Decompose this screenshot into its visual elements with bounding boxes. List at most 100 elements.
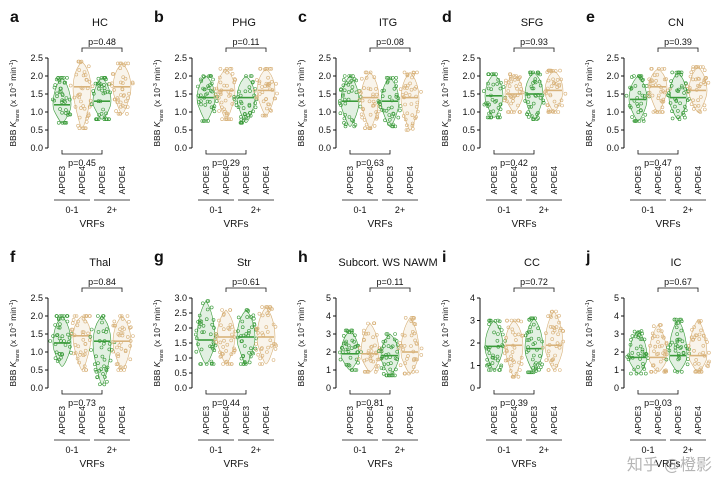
vrf-group-label: 2+ bbox=[683, 445, 693, 455]
data-point bbox=[676, 109, 680, 113]
data-point bbox=[57, 357, 61, 362]
data-point bbox=[552, 328, 557, 333]
data-point bbox=[364, 70, 369, 75]
data-point bbox=[674, 317, 679, 322]
violin-apoe3-vrf01 bbox=[338, 328, 363, 372]
data-point bbox=[402, 70, 407, 75]
vrf-group-label: 2+ bbox=[683, 205, 693, 215]
data-point bbox=[56, 121, 61, 125]
data-point bbox=[232, 95, 236, 99]
data-point bbox=[655, 367, 660, 372]
data-point bbox=[531, 117, 535, 121]
data-point bbox=[115, 345, 119, 350]
data-point bbox=[679, 73, 684, 77]
data-point bbox=[126, 61, 130, 66]
data-point bbox=[527, 317, 532, 322]
data-point bbox=[405, 83, 410, 88]
x-tick-label: APOE3 bbox=[489, 166, 499, 195]
y-tick-label: 1.5 bbox=[174, 89, 187, 99]
data-point bbox=[123, 104, 128, 109]
data-point bbox=[241, 106, 246, 110]
data-point bbox=[264, 305, 268, 309]
data-point bbox=[70, 321, 75, 325]
data-point bbox=[349, 346, 354, 351]
y-tick-label: 0.5 bbox=[30, 125, 43, 135]
data-point bbox=[58, 314, 63, 318]
data-point bbox=[118, 327, 122, 332]
p-value-top: p=0.39 bbox=[664, 37, 692, 47]
data-point bbox=[639, 74, 644, 78]
data-point bbox=[266, 345, 270, 350]
violin-apoe3-vrf01 bbox=[194, 299, 219, 366]
data-point bbox=[385, 373, 389, 378]
data-point bbox=[212, 326, 216, 330]
bracket-top bbox=[225, 287, 267, 292]
x-tick-label: APOE3 bbox=[385, 166, 395, 195]
data-point bbox=[642, 94, 647, 98]
data-point bbox=[637, 119, 642, 123]
data-point bbox=[357, 345, 362, 350]
data-point bbox=[338, 111, 343, 115]
data-point bbox=[118, 100, 123, 105]
data-point bbox=[119, 314, 124, 318]
panel-title: CC bbox=[524, 257, 540, 269]
data-point bbox=[651, 110, 656, 114]
data-point bbox=[75, 323, 80, 328]
data-point bbox=[68, 344, 72, 349]
data-point bbox=[251, 313, 256, 318]
data-point bbox=[509, 363, 514, 368]
data-point bbox=[122, 93, 126, 97]
data-point bbox=[209, 332, 213, 337]
data-point bbox=[338, 101, 342, 106]
data-point bbox=[411, 72, 416, 77]
data-point bbox=[198, 77, 203, 82]
data-point bbox=[683, 104, 687, 109]
data-point bbox=[702, 107, 707, 112]
bracket-bottom bbox=[61, 390, 103, 395]
data-point bbox=[706, 361, 711, 365]
data-point bbox=[660, 67, 665, 71]
data-point bbox=[670, 109, 674, 113]
data-point bbox=[354, 78, 359, 83]
data-point bbox=[638, 337, 643, 341]
bracket-bottom bbox=[349, 390, 391, 395]
data-point bbox=[498, 102, 503, 107]
data-point bbox=[519, 87, 524, 91]
data-point bbox=[414, 341, 419, 345]
p-value-top: p=0.72 bbox=[520, 277, 548, 287]
x-tick-label: APOE3 bbox=[201, 166, 211, 195]
vrf-axis-label: VRFs bbox=[368, 459, 393, 470]
data-point bbox=[246, 309, 251, 313]
data-point bbox=[560, 328, 565, 333]
data-point bbox=[403, 102, 407, 107]
data-point bbox=[117, 343, 122, 348]
data-point bbox=[667, 348, 672, 353]
data-point bbox=[107, 347, 112, 352]
data-point bbox=[683, 81, 688, 85]
data-point bbox=[678, 346, 683, 350]
data-point bbox=[557, 102, 562, 107]
y-tick-label: 2.0 bbox=[30, 71, 43, 81]
bracket-bottom bbox=[493, 390, 535, 395]
data-point bbox=[649, 369, 653, 374]
data-point bbox=[232, 77, 237, 81]
data-point bbox=[104, 368, 109, 373]
data-point bbox=[344, 347, 348, 352]
y-tick-label: 1.5 bbox=[30, 329, 43, 339]
data-point bbox=[247, 104, 252, 108]
data-point bbox=[640, 331, 644, 336]
data-point bbox=[683, 87, 688, 91]
data-point bbox=[230, 102, 235, 106]
data-point bbox=[78, 92, 82, 97]
data-point bbox=[670, 116, 675, 121]
data-point bbox=[485, 101, 490, 105]
data-point bbox=[62, 80, 67, 85]
data-point bbox=[206, 299, 211, 303]
data-point bbox=[487, 362, 492, 367]
data-point bbox=[646, 94, 651, 98]
data-point bbox=[489, 115, 494, 120]
data-point bbox=[344, 122, 348, 127]
vrf-group-label: 0-1 bbox=[497, 445, 510, 455]
data-point bbox=[510, 350, 515, 354]
data-point bbox=[699, 328, 703, 333]
